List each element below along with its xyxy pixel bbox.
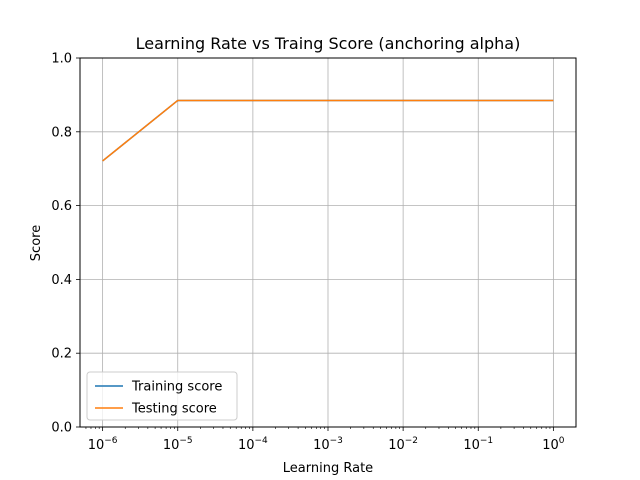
y-tick-label: 0.8 [51,125,72,140]
series-line-testing-score [102,99,554,162]
x-tick-exponent: −6 [104,436,118,446]
x-tick-label: 10−4 [238,436,268,453]
series-lines [102,99,554,162]
y-tick-label: 0.0 [51,421,72,436]
x-tick-label: 10−5 [163,436,193,453]
x-tick-base: 10 [388,438,405,453]
x-tick-base: 10 [313,438,330,453]
x-tick-base: 10 [542,438,559,453]
x-tick-label: 10−2 [388,436,418,453]
chart-title: Learning Rate vs Traing Score (anchoring… [136,34,521,53]
x-tick-label: 10−3 [313,436,343,453]
legend: Training score Testing score [86,371,238,421]
x-tick-label: 10−1 [463,436,493,453]
x-tick-label: 100 [542,436,565,453]
y-tick-label: 0.4 [51,273,72,288]
y-axis-label: Score [29,225,44,261]
legend-box [86,371,238,421]
y-tick-label: 0.2 [51,347,72,362]
axis-ticks: 10−6 10−5 10−4 10−3 10−2 10−1 1000.00.20.40.60… [51,52,564,454]
legend-entry: Training score [131,380,222,395]
x-tick-exponent: −3 [330,436,343,446]
x-tick-exponent: −1 [480,436,493,446]
x-tick-base: 10 [163,438,180,453]
x-tick-base: 10 [238,438,255,453]
x-tick-exponent: 0 [559,436,565,446]
legend-entry: Testing score [131,402,217,417]
x-tick-exponent: −4 [255,436,269,446]
x-tick-base: 10 [88,438,105,453]
y-tick-label: 1.0 [51,52,72,67]
x-axis-label: Learning Rate [283,461,373,476]
x-tick-label: 10−6 [88,436,118,453]
y-tick-label: 0.6 [51,199,72,214]
x-tick-exponent: −5 [179,436,192,446]
x-tick-base: 10 [463,438,480,453]
x-tick-exponent: −2 [405,436,418,446]
